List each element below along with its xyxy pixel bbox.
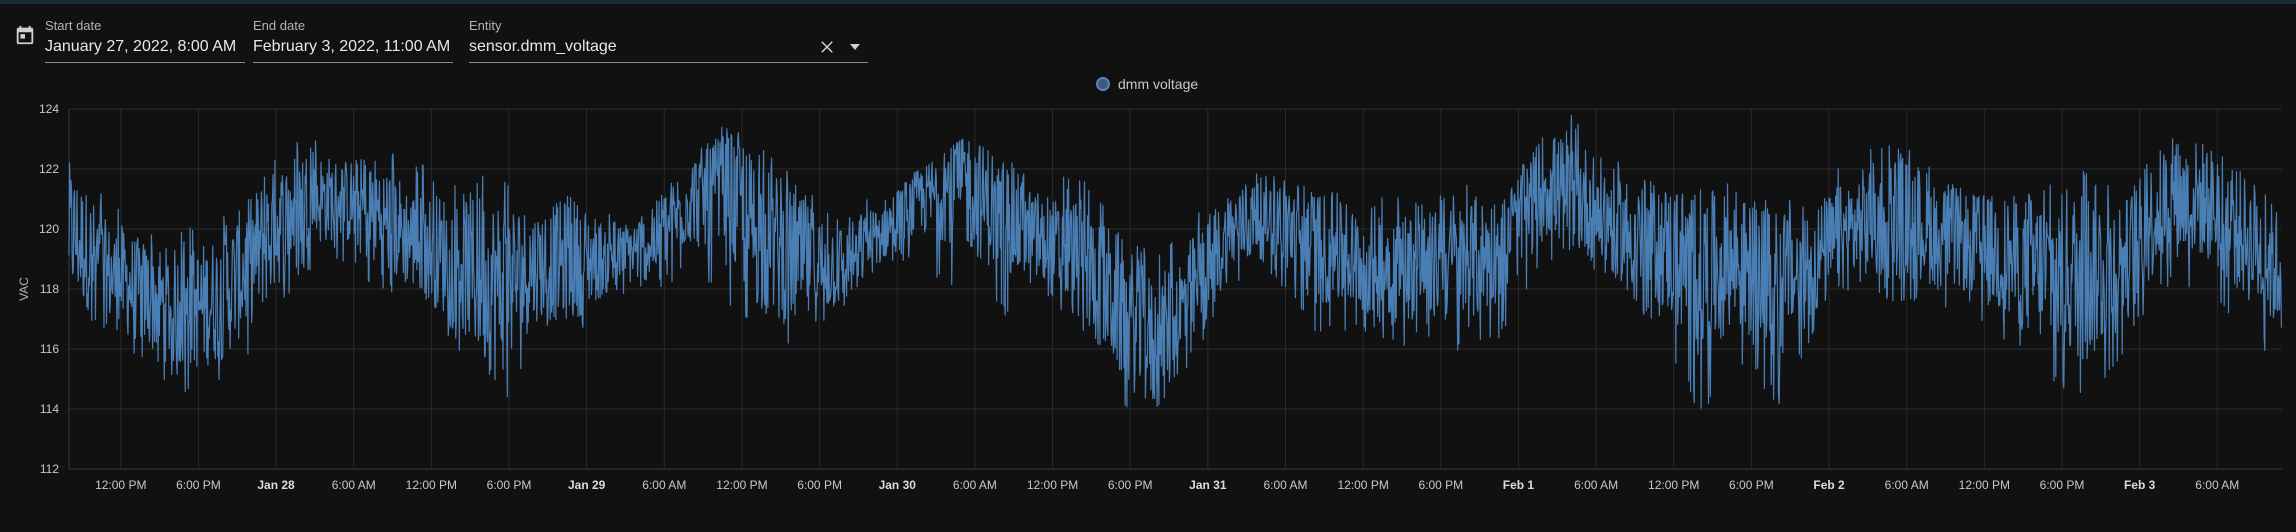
y-tick-label: 120 [39, 222, 59, 236]
x-tick-label: 6:00 AM [953, 478, 997, 492]
end-date-value[interactable]: February 3, 2022, 11:00 AM [253, 38, 451, 55]
start-date-label: Start date [45, 18, 102, 33]
x-tick-label: Feb 1 [1503, 478, 1535, 492]
x-tick-label: 6:00 PM [176, 478, 221, 492]
calendar-icon[interactable] [14, 24, 36, 46]
x-tick-label: 6:00 AM [1885, 478, 1929, 492]
start-date-field[interactable]: Start date January 27, 2022, 8:00 AM [45, 18, 245, 63]
legend-swatch [1096, 77, 1110, 91]
voltage-history-chart[interactable]: 112 114 116 118 120 122 124 12:00 PM 6:00 PM Jan … [0, 96, 2296, 532]
x-tick-label: 6:00 AM [1263, 478, 1307, 492]
x-tick-label: Jan 31 [1189, 478, 1227, 492]
entity-label: Entity [469, 18, 502, 33]
x-tick-label: Jan 29 [568, 478, 606, 492]
y-tick-label: 112 [40, 462, 59, 476]
legend-series-name: dmm voltage [1118, 76, 1199, 92]
end-date-label: End date [253, 18, 306, 33]
x-tick-label: 12:00 PM [406, 478, 457, 492]
end-date-field[interactable]: End date February 3, 2022, 11:00 AM [253, 18, 453, 63]
x-tick-label: 6:00 PM [1108, 478, 1153, 492]
chevron-down-icon[interactable] [848, 42, 862, 52]
y-axis-label: VAC [17, 277, 31, 301]
x-tick-label: 6:00 PM [797, 478, 842, 492]
x-tick-label: 6:00 AM [1574, 478, 1618, 492]
x-tick-label: 6:00 PM [1729, 478, 1774, 492]
y-tick-label: 124 [39, 102, 59, 116]
x-tick-label: 12:00 PM [95, 478, 146, 492]
x-tick-label: 6:00 PM [2040, 478, 2085, 492]
chart-legend[interactable]: dmm voltage [1096, 72, 1198, 96]
history-picker-row: Start date January 27, 2022, 8:00 AM End… [0, 14, 900, 63]
top-bar [0, 0, 2296, 4]
start-date-value[interactable]: January 27, 2022, 8:00 AM [45, 38, 237, 55]
x-tick-label: 12:00 PM [1959, 478, 2010, 492]
close-icon[interactable] [818, 38, 836, 56]
x-tick-label: 6:00 AM [642, 478, 686, 492]
x-tick-label: 12:00 PM [1027, 478, 1078, 492]
x-tick-label: Jan 28 [257, 478, 295, 492]
x-tick-label: 6:00 PM [487, 478, 532, 492]
x-tick-label: 12:00 PM [1337, 478, 1388, 492]
y-tick-label: 116 [40, 342, 59, 356]
y-tick-label: 118 [40, 282, 59, 296]
x-tick-label: 6:00 AM [2195, 478, 2239, 492]
y-tick-label: 114 [40, 402, 59, 416]
x-tick-label: Jan 30 [879, 478, 917, 492]
entity-picker[interactable]: Entity sensor.dmm_voltage [469, 18, 868, 63]
x-tick-label: Feb 2 [1813, 478, 1845, 492]
y-tick-label: 122 [39, 162, 59, 176]
x-tick-label: 6:00 AM [332, 478, 376, 492]
x-tick-label: 12:00 PM [1648, 478, 1699, 492]
x-tick-label: 6:00 PM [1418, 478, 1463, 492]
series-line-dmm-voltage [68, 114, 2283, 409]
x-tick-label: 12:00 PM [716, 478, 767, 492]
entity-value[interactable]: sensor.dmm_voltage [469, 38, 617, 55]
x-tick-label: Feb 3 [2124, 478, 2156, 492]
